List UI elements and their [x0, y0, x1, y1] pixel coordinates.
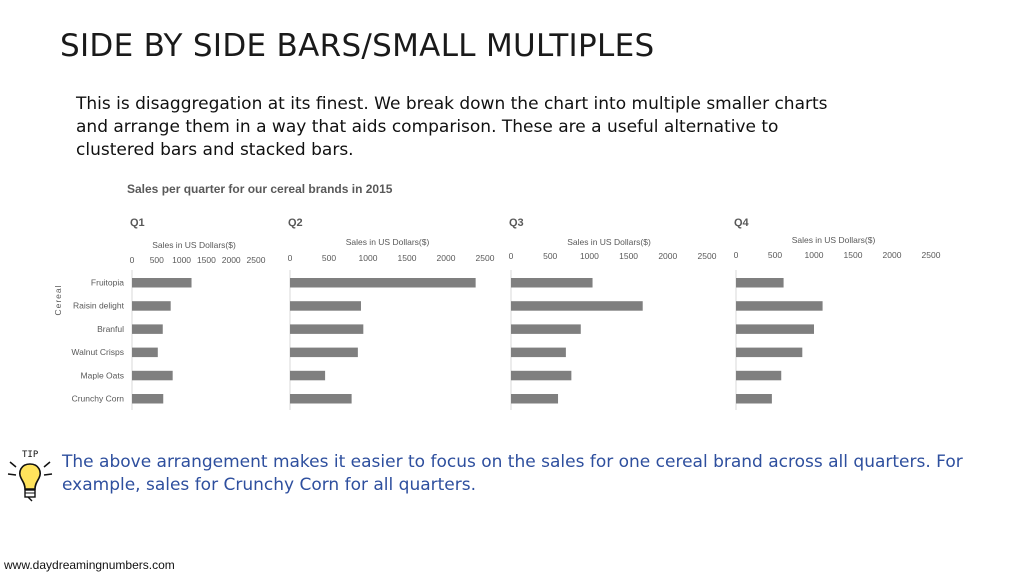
- bar: [132, 278, 192, 288]
- bar: [290, 347, 358, 358]
- tick-label: 2000: [437, 253, 456, 263]
- tick-label: 1500: [197, 255, 216, 265]
- bar: [511, 394, 559, 404]
- tick-label: 500: [322, 253, 336, 263]
- tick-label: 1500: [398, 253, 417, 263]
- tick-label: 500: [543, 251, 557, 261]
- bar: [290, 394, 352, 404]
- category-label: Raisin delight: [73, 301, 125, 311]
- category-label: Maple Oats: [81, 370, 124, 380]
- bar: [511, 347, 566, 358]
- bar: [290, 278, 476, 288]
- intro-line: and arrange them in a way that aids comp…: [76, 117, 779, 137]
- tick-label: 0: [130, 255, 135, 265]
- tick-label: 0: [288, 253, 293, 263]
- bar: [736, 394, 772, 404]
- tip-line: The above arrangement makes it easier to…: [62, 452, 963, 472]
- tick-label: 500: [768, 250, 782, 260]
- tick-label: 2000: [658, 251, 677, 261]
- intro-line: clustered bars and stacked bars.: [76, 140, 354, 160]
- tip-label: TIP: [22, 450, 39, 460]
- chart-title: Sales per quarter for our cereal brands …: [127, 182, 393, 196]
- bar: [511, 370, 572, 381]
- bar: [736, 370, 782, 381]
- panel-title: Q4: [734, 217, 750, 229]
- footer-url: www.daydreamingnumbers.com: [4, 558, 175, 572]
- tick-label: 2000: [222, 255, 241, 265]
- bar: [736, 347, 803, 358]
- panel-title: Q2: [288, 217, 303, 229]
- tick-label: 0: [734, 250, 739, 260]
- intro-paragraph: This is disaggregation at its finest. We…: [76, 93, 836, 162]
- bar: [132, 394, 164, 404]
- panel-title: Q3: [509, 217, 524, 229]
- y-axis-label: Cereal: [53, 284, 63, 315]
- tip-line: example, sales for Crunchy Corn for all …: [62, 475, 477, 495]
- bar: [511, 301, 643, 311]
- bar: [736, 324, 814, 334]
- intro-line: This is disaggregation at its finest. We…: [76, 94, 828, 114]
- tick-label: 1000: [805, 250, 824, 260]
- tick-label: 2500: [476, 253, 495, 263]
- tick-label: 1000: [359, 253, 378, 263]
- tick-label: 2000: [883, 250, 902, 260]
- slide-title: SIDE BY SIDE BARS/SMALL MULTIPLES: [60, 28, 655, 64]
- tick-label: 2500: [922, 250, 941, 260]
- tick-label: 500: [150, 255, 164, 265]
- tick-label: 1000: [172, 255, 191, 265]
- bar: [736, 301, 823, 311]
- lightbulb-icon: TIP: [7, 450, 53, 502]
- tip-text: The above arrangement makes it easier to…: [62, 451, 963, 497]
- category-label: Branful: [97, 324, 124, 334]
- bar: [132, 347, 158, 358]
- x-axis-label: Sales in US Dollars($): [346, 237, 430, 247]
- bar: [290, 370, 326, 381]
- bar: [511, 278, 593, 288]
- category-label: Walnut Crisps: [71, 347, 124, 357]
- tick-label: 1000: [580, 251, 599, 261]
- tick-label: 1500: [619, 251, 638, 261]
- bar: [132, 301, 171, 311]
- tick-label: 0: [509, 251, 514, 261]
- category-label: Crunchy Corn: [72, 394, 125, 404]
- bar: [511, 324, 581, 334]
- bar: [290, 301, 361, 311]
- bar: [132, 370, 173, 381]
- bar: [736, 278, 784, 288]
- category-label: Fruitopia: [91, 278, 124, 288]
- bar: [290, 324, 364, 334]
- bar: [132, 324, 163, 334]
- x-axis-label: Sales in US Dollars($): [792, 235, 876, 245]
- x-axis-label: Sales in US Dollars($): [567, 237, 651, 247]
- panel-title: Q1: [130, 217, 145, 229]
- tick-label: 1500: [844, 250, 863, 260]
- tick-label: 2500: [698, 251, 717, 261]
- tick-label: 2500: [247, 255, 266, 265]
- x-axis-label: Sales in US Dollars($): [152, 240, 236, 250]
